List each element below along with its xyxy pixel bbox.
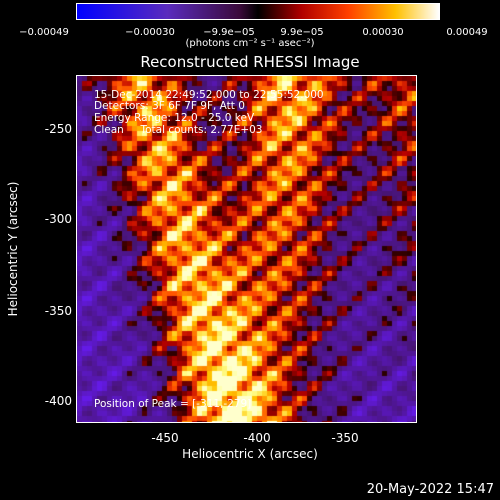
colorbar-tick: −9.9e−05 bbox=[203, 27, 255, 38]
x-tick-label: -450 bbox=[151, 431, 179, 445]
info-method: Clean Total counts: 2.77E+03 bbox=[94, 124, 263, 136]
peak-position: Position of Peak = [-311,-279] bbox=[94, 398, 252, 410]
colorbar bbox=[76, 3, 440, 20]
info-energy: Energy Range: 12.0 - 25.0 keV bbox=[94, 112, 255, 124]
timestamp: 20-May-2022 15:47 bbox=[366, 482, 494, 497]
y-tick-label: -300 bbox=[44, 212, 72, 226]
rhessi-image-plot[interactable]: 15-Dec-2014 22:49:52.000 to 22:55:52.000… bbox=[76, 75, 417, 423]
y-axis-label: Heliocentric Y (arcsec) bbox=[6, 181, 20, 317]
colorbar-tick: 9.9e−05 bbox=[280, 27, 324, 38]
info-time: 15-Dec-2014 22:49:52.000 to 22:55:52.000 bbox=[94, 89, 324, 101]
colorbar-tick: −0.00049 bbox=[19, 27, 69, 38]
heatmap-canvas bbox=[77, 76, 416, 422]
colorbar-tick: 0.00049 bbox=[446, 27, 488, 38]
info-detectors: Detectors: 3F 6F 7F 9F, Att 0 bbox=[94, 100, 245, 112]
x-tick-label: -400 bbox=[243, 431, 271, 445]
y-tick-label: -250 bbox=[44, 122, 72, 136]
colorbar-units: (photons cm⁻² s⁻¹ asec⁻²) bbox=[185, 38, 315, 49]
colorbar-tick: −0.00030 bbox=[125, 27, 175, 38]
y-tick-label: -400 bbox=[44, 394, 72, 408]
x-tick-label: -350 bbox=[331, 431, 359, 445]
image-title: Reconstructed RHESSI Image bbox=[140, 53, 360, 71]
y-tick-label: -350 bbox=[44, 304, 72, 318]
x-axis-label: Heliocentric X (arcsec) bbox=[182, 447, 318, 461]
colorbar-tick: 0.00030 bbox=[362, 27, 404, 38]
